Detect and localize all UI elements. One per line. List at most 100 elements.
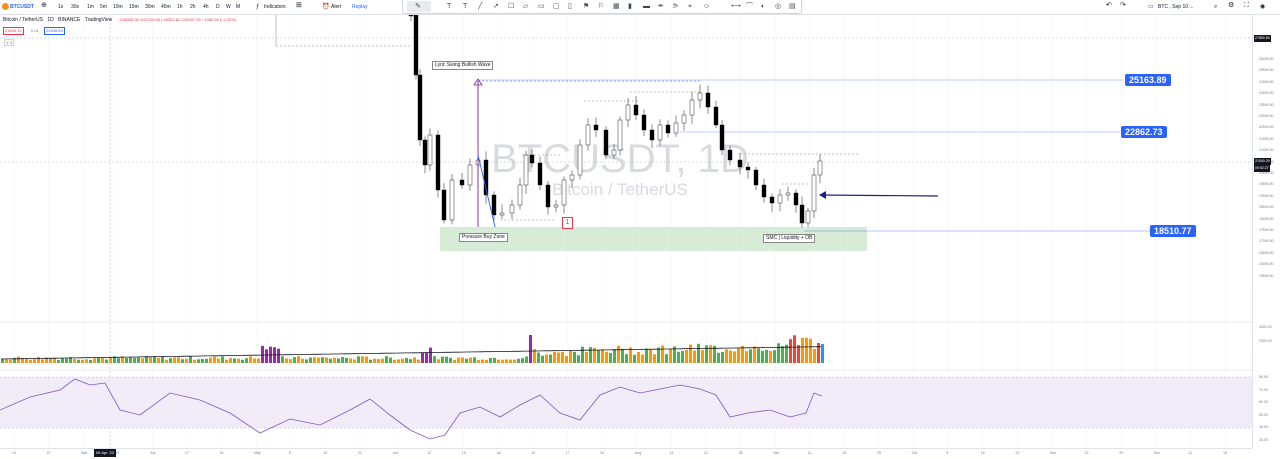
interval-1h[interactable]: 1h [177, 4, 183, 10]
volume-tick: 2000.00 [1259, 339, 1272, 343]
interval-D[interactable]: D [216, 4, 220, 10]
volume-bar [489, 358, 492, 363]
flag-icon[interactable]: ⚑ [583, 3, 590, 10]
volume-bar [749, 349, 752, 363]
trend-line-icon[interactable]: ╱ [478, 3, 483, 10]
level-label-high[interactable]: 25163.89 [1125, 74, 1171, 86]
callout-icon[interactable]: ☐ [508, 3, 515, 10]
legend-title[interactable]: Bitcoin / TetherUS [3, 17, 43, 23]
search-icon[interactable]: ⌕ [1214, 4, 1218, 10]
arrow-icon[interactable]: ↗ [493, 3, 499, 10]
time-scale[interactable]: 14 21 Mar 27 Apr 17 24 May 8 15 22 Jun 12 19 Jul 10 17 24… [0, 448, 1252, 459]
active-tool-icon[interactable] [407, 1, 431, 12]
text-alt-icon[interactable]: T [463, 3, 468, 10]
level-label-mid[interactable]: 22862.73 [1121, 126, 1167, 138]
replay-button[interactable]: Replay [352, 4, 368, 10]
layout-icon[interactable]: ⊞ [296, 2, 302, 9]
volume-bar [553, 351, 556, 363]
alert-icon[interactable]: ⏰ [322, 4, 330, 10]
lock-icon[interactable]: ◐ [761, 3, 766, 10]
magnet-icon[interactable]: ⌒ [746, 3, 753, 10]
buy-zone-label[interactable]: Pressure Buy Zone [459, 233, 508, 242]
candle-body [529, 154, 535, 164]
note-icon[interactable]: ▱ [523, 3, 529, 10]
volume-bar [229, 358, 232, 363]
ask-box[interactable]: 21545.53 [44, 27, 65, 35]
volume-bar [761, 350, 764, 363]
redo-icon[interactable]: ↷ [1120, 2, 1126, 9]
alert-button[interactable]: Alert [331, 4, 342, 10]
volume-bar [193, 359, 196, 363]
interval-2h[interactable]: 2h [190, 4, 196, 10]
volume-bar [161, 356, 164, 363]
interval-10m[interactable]: 10m [113, 4, 123, 10]
candle-body [689, 99, 695, 116]
chart-canvas[interactable]: BTCUSDT, 1D Bitcoin / TetherUS [0, 15, 1252, 448]
brush-icon[interactable]: ✒ [658, 3, 664, 10]
highlighter-icon[interactable]: ᕗ [673, 3, 679, 10]
volume-bar [813, 348, 816, 363]
volume-bar [625, 354, 628, 363]
marker-badge[interactable]: 1 [562, 217, 573, 229]
symbol-button[interactable]: BTCUSDT [10, 4, 34, 10]
volume-bar [297, 356, 300, 363]
interval-30s[interactable]: 30s [71, 4, 80, 10]
interval-1s[interactable]: 1s [58, 4, 64, 10]
text-tool-icon[interactable]: T [447, 3, 452, 10]
candle-body [625, 104, 631, 121]
interval-1m[interactable]: 1m [87, 4, 94, 10]
volume-bar [629, 347, 632, 363]
interval-4h[interactable]: 4h [203, 4, 209, 10]
candle-body [537, 162, 543, 186]
interval-W[interactable]: W [226, 4, 231, 10]
eye-icon[interactable]: ◎ [775, 3, 782, 10]
volume-bar [797, 345, 800, 363]
layout-name-button[interactable]: BTC , Sep 10 ... [1158, 4, 1194, 10]
volume-bar [621, 348, 624, 363]
countdown-tag: 09:52:27 [1254, 165, 1270, 172]
volume-bar [409, 359, 412, 363]
add-symbol-icon[interactable]: ⊕ [41, 2, 47, 9]
table-icon[interactable]: ▦ [613, 3, 620, 10]
bid-box[interactable]: 21540.10 [3, 27, 24, 35]
price-tick: 19500.00 [1259, 182, 1274, 187]
price-label-icon[interactable]: ▭ [538, 3, 545, 10]
interval-30m[interactable]: 30m [145, 4, 155, 10]
smc-label[interactable]: SMC | Liquidity + OB [763, 234, 816, 243]
level-label-low[interactable]: 18510.77 [1150, 225, 1196, 237]
volume-bar [121, 356, 124, 363]
volume-bar [245, 358, 248, 363]
volume-bar [421, 352, 424, 363]
volume-bar [301, 358, 304, 363]
indicators-button[interactable]: Indicators [264, 4, 286, 10]
wave-label[interactable]: Lyric Swing Bullish Wave [432, 61, 494, 70]
interval-15m[interactable]: 15m [129, 4, 139, 10]
emoji-icon[interactable]: ☺ [703, 3, 711, 10]
volume-bar [693, 350, 696, 363]
undo-icon[interactable]: ↶ [1106, 2, 1112, 9]
indicators-icon[interactable]: ƒ [256, 4, 260, 10]
fullscreen-icon[interactable]: ⛶ [1244, 2, 1249, 9]
interval-5m[interactable]: 5m [100, 4, 107, 10]
ellipse-icon[interactable]: ▬ [643, 3, 650, 10]
comment-icon[interactable]: ▢ [553, 3, 560, 10]
volume-bar [541, 355, 544, 363]
ruler-icon[interactable]: ⟷ [731, 3, 742, 10]
sticker-icon[interactable]: ▯ [568, 3, 572, 10]
volume-bar [45, 357, 48, 363]
trash-icon[interactable]: ▤ [789, 3, 796, 10]
price-scale[interactable]: 26000.00 25500.00 24500.00 24000.00 23500.00… [1252, 15, 1280, 448]
volume-bar [561, 351, 564, 363]
volume-bar [745, 351, 748, 363]
interval-M[interactable]: M [236, 4, 241, 10]
signpost-icon[interactable]: ⚐ [598, 3, 605, 10]
camera-icon[interactable]: ◉ [1260, 4, 1266, 10]
pencil-icon[interactable]: ✎ [415, 3, 421, 10]
legend-collapse-button[interactable]: ∨ 3 [4, 39, 15, 46]
time-tick: Apr [150, 451, 156, 455]
settings-icon[interactable]: ⚙ [1228, 2, 1235, 9]
interval-45m[interactable]: 45m [161, 4, 171, 10]
rectangle-icon[interactable]: ▮ [628, 3, 632, 10]
pin-icon[interactable]: ⌖ [688, 3, 692, 10]
chart-type-icon[interactable]: ⫶ [236, 2, 238, 9]
